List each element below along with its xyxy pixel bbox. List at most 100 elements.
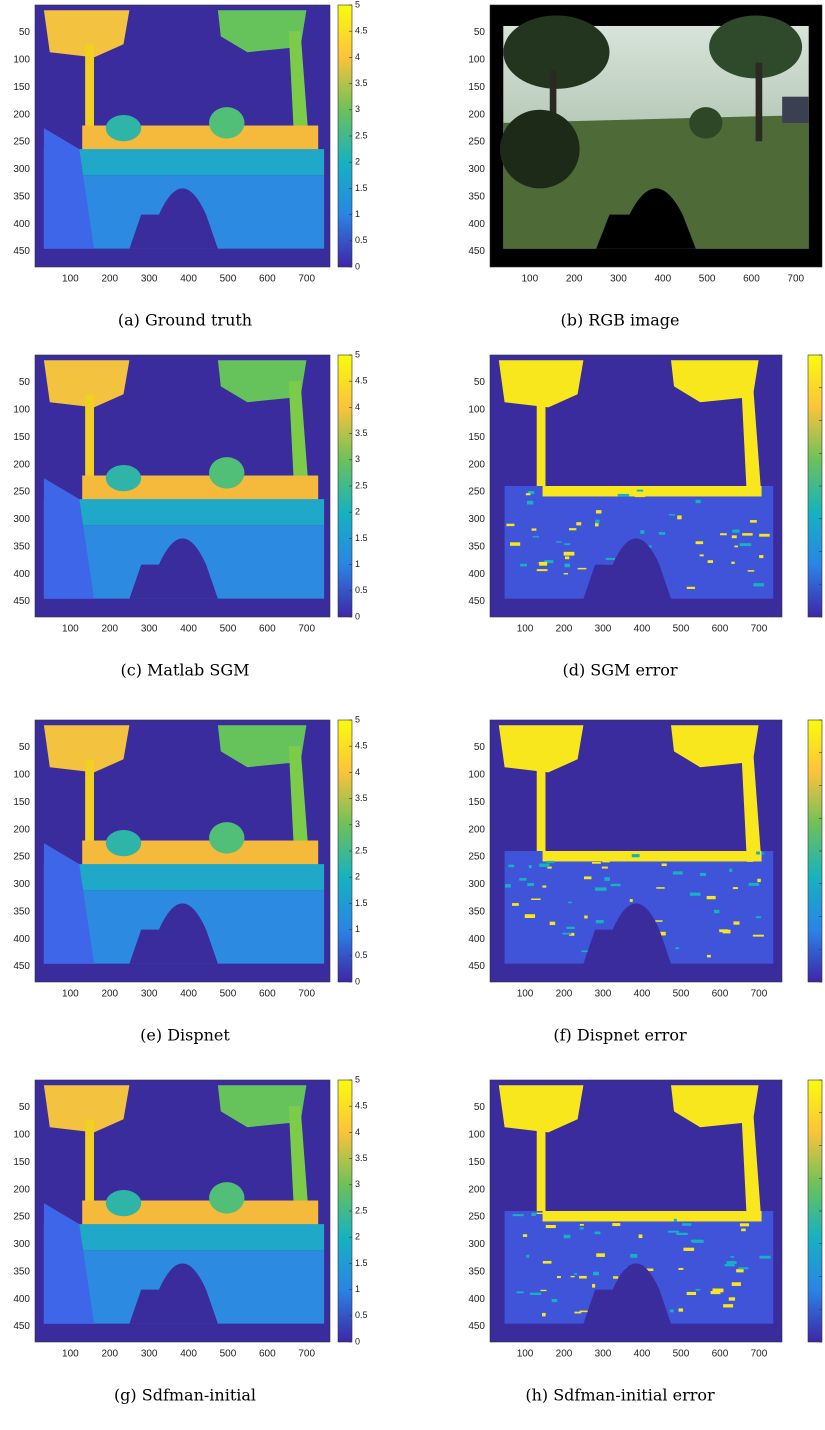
x-tick-label: 400 [634,989,651,1000]
x-tick-label: 500 [220,274,237,285]
image-region [725,1264,735,1266]
colorbar-label: 0 [355,611,360,621]
image-region [759,534,770,537]
caption: (b) RGB image [560,311,679,330]
image-region [546,861,554,863]
y-tick-label: 400 [13,569,30,580]
image-region [757,879,760,882]
image-region [539,864,549,867]
x-tick-label: 400 [634,1349,651,1360]
image-region [668,1231,679,1233]
x-tick-label: 200 [556,989,573,1000]
image-region [519,878,526,881]
x-tick-label: 100 [517,624,534,635]
image-region [500,110,580,189]
x-tick-label: 100 [517,989,534,1000]
image-region [678,1268,683,1270]
image-region [712,1288,723,1292]
y-tick-label: 400 [13,219,30,230]
y-tick-label: 250 [468,1212,485,1223]
image-region [552,1299,557,1302]
image-region [630,899,633,902]
image-region [782,97,809,123]
colorbar-label: 2 [355,507,360,517]
image-region [531,1213,535,1216]
colorbar-label: 4.5 [355,741,368,751]
image-region [506,524,514,526]
image-region [209,1182,244,1213]
image-region [687,587,695,589]
image-region [679,1308,684,1311]
image-region [733,887,738,889]
y-tick-label: 300 [468,514,485,525]
y-tick-label: 50 [474,377,486,388]
image-region [707,955,711,958]
colorbar-label: 0.5 [355,1310,368,1320]
image-region [537,1213,547,1214]
image-region [580,1227,584,1229]
colorbar-label: 4.5 [355,1101,368,1111]
image-region [669,514,675,516]
image-region [596,1253,605,1257]
image-region [526,493,531,495]
image-region [639,1234,643,1238]
x-tick-label: 300 [141,624,158,635]
y-tick-label: 150 [468,432,485,443]
y-tick-label: 350 [13,906,30,917]
x-tick-label: 600 [712,624,729,635]
colorbar-label: 3.5 [355,428,368,438]
y-tick-label: 50 [19,742,31,753]
x-tick-label: 200 [101,274,118,285]
image-region [756,63,763,142]
image-region [526,1255,529,1258]
image-region [723,1304,733,1307]
image-region [517,1291,524,1293]
colorbar-label: 3 [355,104,360,114]
y-tick-label: 300 [13,514,30,525]
x-tick-label: 300 [141,989,158,1000]
colorbar-label: 0.5 [355,235,368,245]
x-tick-label: 700 [298,989,315,1000]
image-region [677,515,681,519]
image-region [520,564,527,567]
image-region [580,1224,584,1226]
image-region [596,510,602,513]
y-tick-label: 450 [468,596,485,607]
panel: 5010015020025030035040045010020030040050… [468,714,825,1044]
colorbar-label: 5 [355,0,360,9]
x-tick-label: 100 [62,989,79,1000]
x-tick-label: 500 [699,274,716,285]
colorbar-label: 2 [355,872,360,882]
image-region [523,1234,527,1237]
x-tick-label: 700 [787,274,804,285]
image-region [543,1211,762,1221]
image-region [761,852,764,854]
caption: (d) SGM error [562,661,677,680]
image-region [525,914,535,918]
x-tick-label: 700 [298,624,315,635]
image-region [209,457,244,488]
image-region [720,533,727,535]
image-region [576,522,581,525]
image-region [687,1292,696,1295]
y-tick-label: 200 [468,109,485,120]
y-tick-label: 50 [474,742,486,753]
image-region [578,568,587,570]
x-tick-label: 300 [141,1349,158,1360]
colorbar-label: 3 [355,1179,360,1189]
y-tick-label: 250 [468,487,485,498]
x-tick-label: 600 [259,274,276,285]
image-region [542,1313,546,1316]
image-region [209,822,244,853]
image-region [584,916,587,919]
colorbar-label: 0.5 [355,950,368,960]
image-region [537,569,548,571]
colorbar-label: 1.5 [355,898,368,908]
x-tick-label: 300 [595,1349,612,1360]
image-region [527,883,534,886]
colorbar-label: 4 [355,1127,360,1137]
y-tick-label: 300 [468,879,485,890]
image-region [750,520,757,523]
y-tick-label: 450 [468,1321,485,1332]
